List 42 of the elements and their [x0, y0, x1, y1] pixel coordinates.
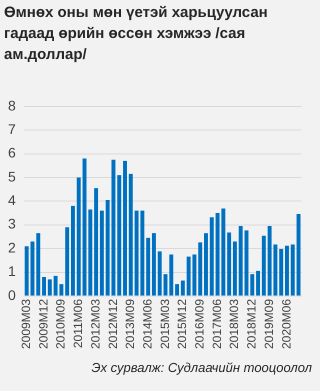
bar	[70, 206, 75, 296]
bar	[250, 274, 254, 296]
bar	[82, 158, 86, 296]
bar	[204, 233, 208, 296]
x-tick-label: 2019M09	[262, 298, 276, 350]
x-tick-label: 2014M06	[140, 298, 154, 350]
x-tick-label: 2018M12	[244, 298, 259, 350]
x-tick-label: 2011M06	[71, 298, 86, 348]
bar	[285, 246, 289, 296]
bar	[256, 270, 260, 296]
y-tick-label: 7	[8, 120, 16, 137]
y-tick-label: 3	[8, 216, 16, 232]
x-tick-label: 2009M03	[18, 298, 33, 350]
x-tick-label: 2012M12	[106, 298, 120, 350]
y-tick-label: 6	[8, 144, 16, 161]
x-tick-label: 2015M03	[158, 298, 172, 350]
x-tick-label: 2015M12	[175, 298, 190, 350]
bar	[123, 160, 127, 296]
bar	[24, 246, 29, 296]
bar	[164, 274, 168, 296]
bar	[111, 160, 116, 296]
y-tick-label: 5	[8, 168, 16, 184]
bar	[216, 213, 220, 296]
y-tick-label: 1	[8, 263, 16, 280]
x-tick-label: 2016M09	[192, 298, 207, 350]
bar	[42, 277, 46, 296]
bar	[30, 241, 34, 296]
x-tick-label: 2009M12	[36, 298, 50, 350]
y-tick-label: 0	[8, 286, 16, 303]
bar	[296, 214, 301, 296]
x-tick-label: 2017M06	[210, 298, 224, 350]
bar	[244, 230, 248, 296]
text: Эх сурвалж: Судлаачийн тооцоолол	[92, 360, 312, 375]
x-tick-label: 2010M09	[54, 298, 68, 350]
x-tick-label: 2013M09	[123, 298, 138, 350]
y-tick-label: 8	[8, 97, 16, 114]
chart-title: Өмнөх оны мөн үетэй харьцуулсан гадаад өрийн өссөн хэмжээ /сая ам.доллар/	[4, 3, 269, 65]
x-tick-label: 2018M03	[227, 298, 242, 350]
x-tick-label: 2020M06	[279, 298, 294, 350]
y-tick-label: 2	[8, 239, 16, 256]
x-tick-label: 2012M03	[88, 298, 102, 350]
y-tick-label: 4	[8, 192, 16, 208]
